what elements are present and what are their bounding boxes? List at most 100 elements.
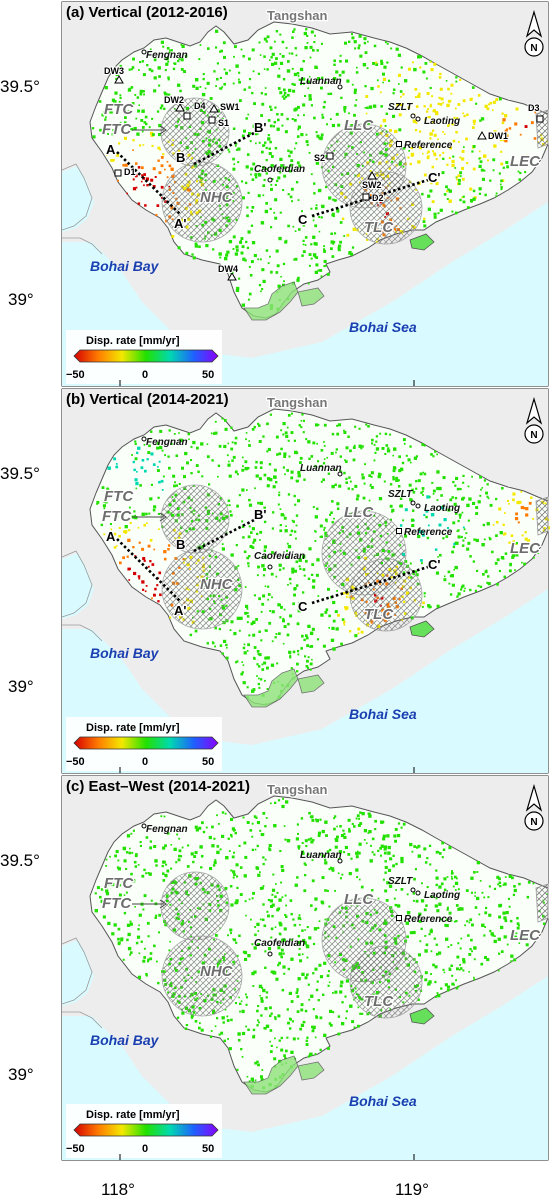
displacement-point	[480, 117, 485, 121]
displacement-point	[139, 92, 143, 96]
displacement-point	[295, 142, 298, 145]
displacement-point	[270, 187, 273, 191]
displacement-point	[264, 585, 267, 588]
displacement-point	[232, 235, 236, 239]
displacement-point	[175, 454, 178, 457]
displacement-point	[178, 58, 181, 60]
displacement-point	[250, 260, 254, 264]
displacement-point	[531, 933, 534, 935]
profile-label-a-end: A'	[174, 216, 186, 231]
displacement-point	[333, 827, 336, 831]
displacement-point	[279, 508, 282, 510]
displacement-point	[217, 464, 221, 467]
displacement-point	[343, 108, 346, 112]
displacement-point	[462, 526, 465, 529]
displacement-point	[248, 78, 252, 81]
displacement-point	[314, 540, 317, 542]
ytick-label: 39°	[8, 290, 34, 309]
displacement-point	[319, 818, 322, 821]
displacement-point	[479, 160, 483, 164]
displacement-point	[239, 240, 243, 244]
displacement-point	[395, 47, 399, 51]
displacement-point	[497, 969, 500, 972]
displacement-point	[489, 101, 492, 105]
displacement-point	[275, 977, 279, 981]
displacement-point	[247, 562, 250, 565]
displacement-point	[429, 132, 433, 136]
displacement-point	[433, 215, 437, 219]
displacement-point	[287, 149, 290, 152]
displacement-point	[297, 977, 301, 981]
displacement-point	[235, 661, 238, 664]
displacement-point	[162, 475, 165, 478]
displacement-point	[178, 849, 182, 853]
displacement-point	[271, 527, 274, 530]
displacement-point	[265, 172, 268, 175]
displacement-point	[392, 466, 396, 470]
displacement-point	[278, 563, 282, 567]
displacement-point	[260, 639, 263, 642]
profile-line-b	[193, 130, 257, 166]
displacement-point	[190, 445, 193, 448]
displacement-point	[126, 938, 129, 942]
displacement-point	[103, 127, 107, 131]
displacement-point	[280, 605, 283, 609]
displacement-point	[448, 582, 451, 585]
displacement-point	[446, 103, 450, 108]
port-pier	[243, 668, 299, 708]
displacement-point	[156, 960, 158, 963]
displacement-point	[290, 912, 293, 916]
displacement-point	[351, 488, 354, 491]
displacement-point	[339, 54, 342, 57]
displacement-point	[303, 114, 305, 117]
displacement-point	[127, 567, 131, 571]
displacement-point	[312, 839, 315, 842]
displacement-point	[138, 104, 140, 106]
displacement-point	[495, 497, 498, 501]
displacement-point	[233, 873, 236, 876]
displacement-point	[264, 966, 267, 969]
displacement-point	[455, 512, 458, 515]
displacement-point	[251, 48, 255, 52]
displacement-point	[228, 504, 231, 507]
displacement-point	[417, 998, 420, 1001]
displacement-point	[280, 865, 284, 868]
displacement-point	[279, 53, 282, 55]
displacement-point	[271, 970, 276, 974]
displacement-point	[260, 92, 263, 95]
displacement-point	[292, 89, 296, 93]
displacement-point	[528, 549, 532, 553]
displacement-point	[142, 177, 146, 180]
displacement-point	[252, 124, 256, 128]
displacement-point	[508, 127, 512, 130]
displacement-point	[332, 242, 335, 245]
displacement-point	[262, 194, 265, 197]
displacement-point	[192, 84, 196, 88]
displacement-point	[283, 608, 286, 611]
displacement-point	[492, 100, 496, 104]
displacement-point	[294, 257, 298, 261]
displacement-point	[358, 817, 360, 820]
displacement-point	[245, 993, 247, 996]
displacement-point	[356, 66, 358, 69]
displacement-point	[339, 240, 342, 244]
displacement-point	[337, 1015, 341, 1018]
displacement-point	[138, 913, 142, 917]
displacement-point	[447, 946, 450, 948]
displacement-point	[316, 49, 319, 52]
displacement-point	[335, 112, 339, 116]
displacement-point	[343, 835, 347, 839]
displacement-point	[300, 420, 303, 422]
displacement-point	[232, 876, 235, 879]
displacement-point	[520, 505, 524, 510]
displacement-point	[336, 825, 338, 828]
displacement-point	[301, 413, 304, 416]
displacement-point	[317, 831, 321, 835]
displacement-point	[312, 441, 316, 445]
displacement-point	[297, 653, 300, 656]
displacement-point	[146, 184, 149, 187]
displacement-point	[162, 879, 166, 882]
displacement-point	[181, 1011, 185, 1015]
displacement-point	[309, 45, 313, 49]
displacement-point	[381, 820, 385, 824]
